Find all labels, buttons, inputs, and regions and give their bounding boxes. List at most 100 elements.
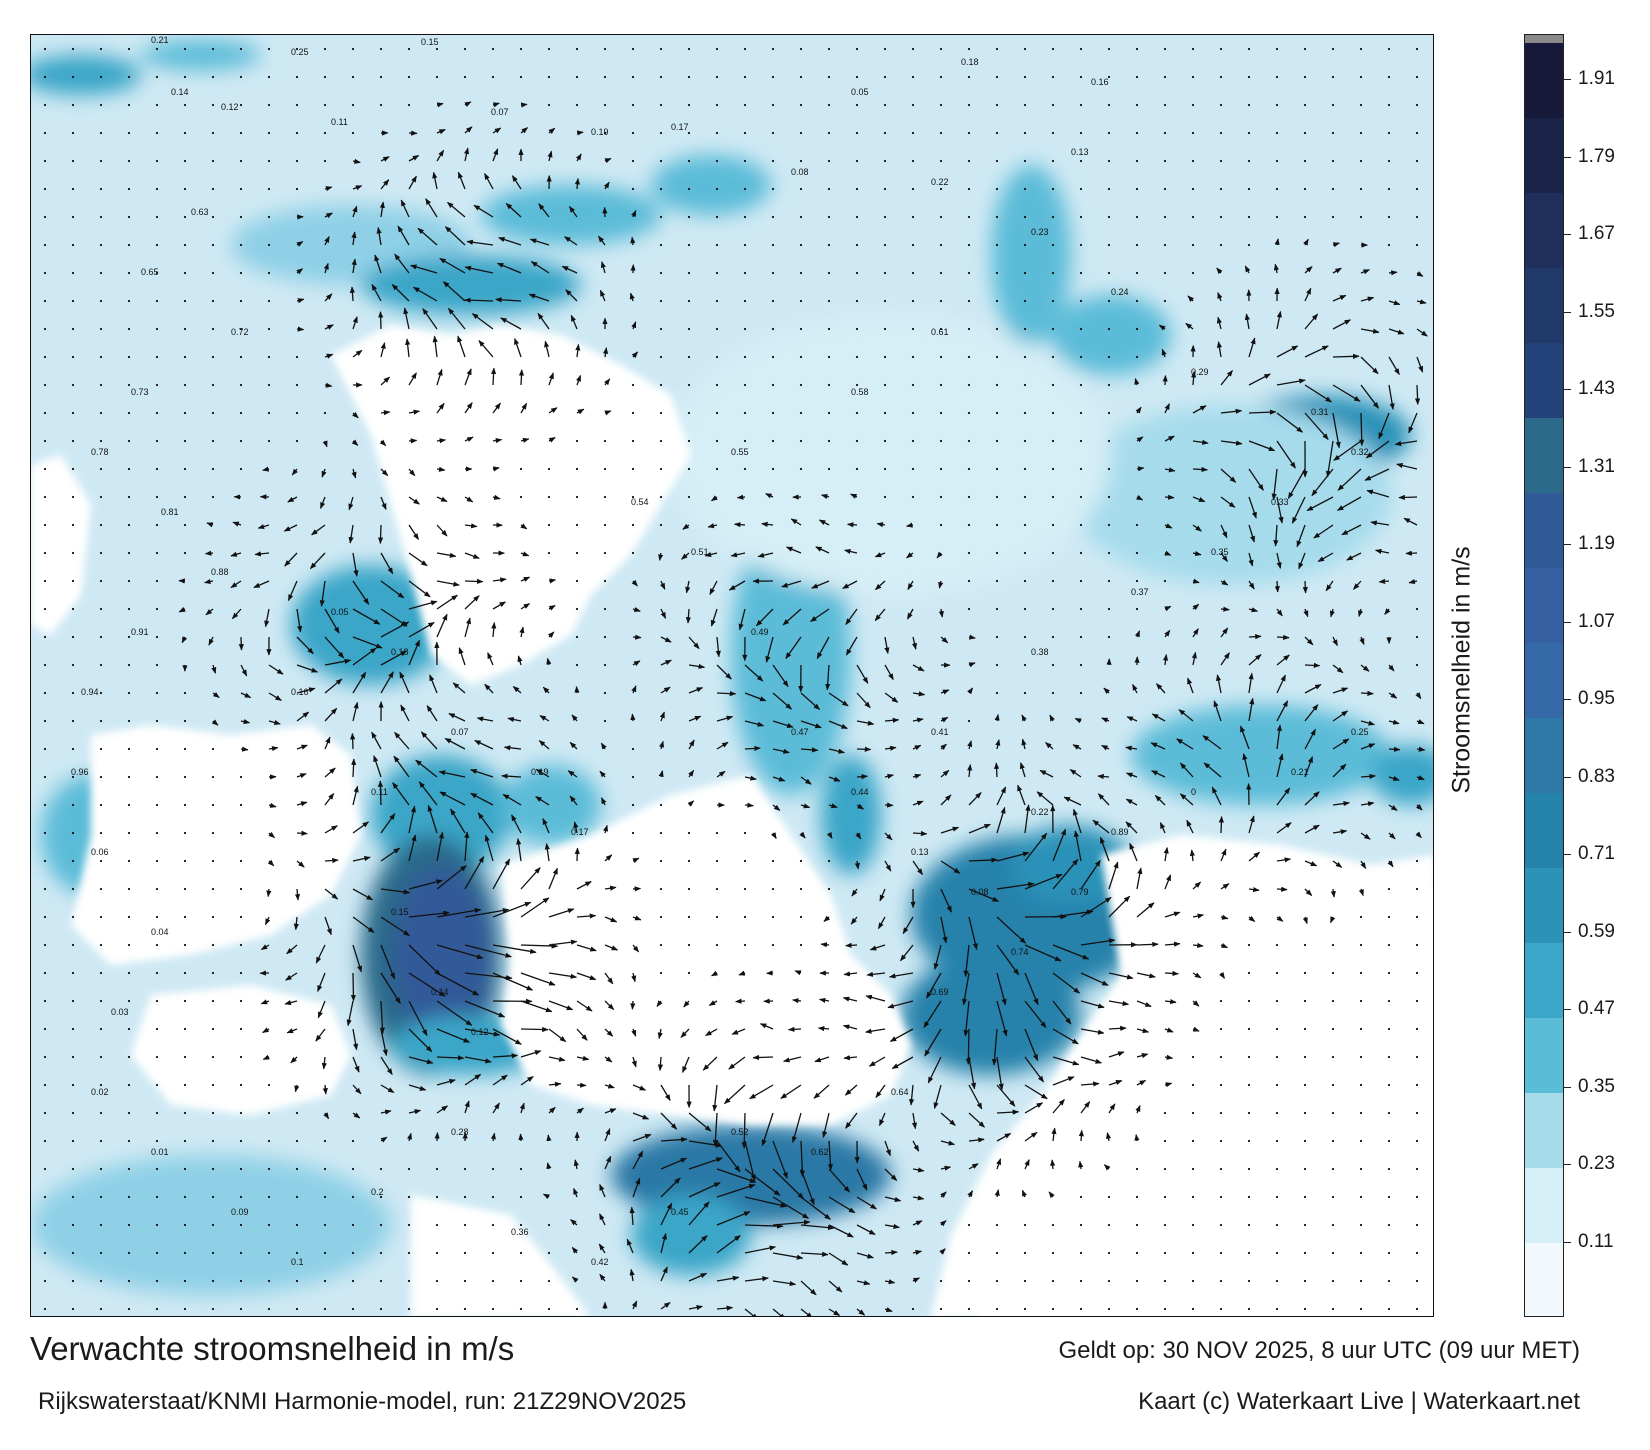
- calm-dot-icon: [995, 523, 999, 527]
- calm-dot-icon: [379, 1307, 383, 1311]
- current-arrow-icon: [380, 1109, 392, 1115]
- calm-dot-icon: [295, 187, 299, 191]
- calm-dot-icon: [99, 1251, 103, 1255]
- calm-dot-icon: [659, 103, 663, 107]
- current-arrow-icon: [940, 1140, 956, 1146]
- current-arrow-icon: [457, 171, 466, 190]
- calm-dot-icon: [183, 75, 187, 79]
- calm-dot-icon: [99, 551, 103, 555]
- calm-dot-icon: [1303, 131, 1307, 135]
- current-arrow-icon: [845, 1112, 858, 1129]
- calm-dot-icon: [1247, 1251, 1251, 1255]
- current-arrow-icon: [962, 972, 970, 1006]
- calm-dot-icon: [631, 495, 635, 499]
- current-arrow-icon: [1164, 1027, 1174, 1033]
- current-arrow-icon: [436, 466, 446, 472]
- current-arrow-icon: [408, 805, 416, 834]
- calm-dot-icon: [1135, 551, 1139, 555]
- colorbar-tick-label: 1.07: [1578, 610, 1615, 632]
- current-arrow-icon: [1336, 496, 1362, 511]
- current-arrow-icon: [1416, 299, 1427, 305]
- current-arrow-icon: [296, 608, 303, 633]
- colorbar-segment: [1525, 1243, 1563, 1316]
- speed-value-label: 0.47: [791, 727, 809, 737]
- calm-dot-icon: [967, 187, 971, 191]
- calm-dot-icon: [183, 859, 187, 863]
- speed-value-label: 0.05: [331, 607, 349, 617]
- current-arrow-icon: [604, 1028, 614, 1037]
- current-arrow-icon: [604, 1128, 611, 1142]
- current-arrow-icon: [1244, 313, 1250, 330]
- calm-dot-icon: [1387, 103, 1391, 107]
- calm-dot-icon: [267, 1251, 271, 1255]
- current-arrow-icon: [1078, 1160, 1084, 1170]
- calm-dot-icon: [687, 915, 691, 919]
- current-arrow-icon: [912, 800, 924, 806]
- calm-dot-icon: [1079, 243, 1083, 247]
- calm-dot-icon: [127, 327, 131, 331]
- calm-dot-icon: [1163, 1195, 1167, 1199]
- calm-dot-icon: [71, 439, 75, 443]
- current-arrow-icon: [520, 576, 531, 582]
- current-arrow-icon: [994, 713, 1000, 722]
- calm-dot-icon: [71, 999, 75, 1003]
- calm-dot-icon: [99, 1027, 103, 1031]
- calm-dot-icon: [799, 859, 803, 863]
- calm-dot-icon: [1135, 579, 1139, 583]
- calm-dot-icon: [1415, 635, 1419, 639]
- current-arrow-icon: [418, 781, 438, 806]
- calm-dot-icon: [855, 103, 859, 107]
- calm-dot-icon: [799, 299, 803, 303]
- calm-dot-icon: [239, 159, 243, 163]
- calm-dot-icon: [267, 1083, 271, 1087]
- current-arrow-icon: [1024, 944, 1062, 962]
- calm-dot-icon: [43, 467, 47, 471]
- calm-dot-icon: [239, 859, 243, 863]
- calm-dot-icon: [463, 1223, 467, 1227]
- current-arrow-icon: [477, 812, 494, 834]
- current-arrow-icon: [940, 716, 949, 723]
- current-arrow-icon: [1387, 860, 1394, 868]
- current-arrow-icon: [1125, 821, 1138, 834]
- current-arrow-icon: [850, 916, 858, 925]
- current-arrow-icon: [828, 1224, 854, 1238]
- current-arrow-icon: [940, 794, 952, 806]
- current-arrow-icon: [520, 1000, 553, 1013]
- calm-dot-icon: [71, 579, 75, 583]
- current-arrow-icon: [436, 831, 444, 862]
- current-arrow-icon: [933, 1084, 942, 1110]
- calm-dot-icon: [43, 1223, 47, 1227]
- current-arrow-icon: [602, 347, 609, 358]
- calm-dot-icon: [1051, 607, 1055, 611]
- current-arrow-icon: [1036, 791, 1054, 806]
- calm-dot-icon: [1107, 523, 1111, 527]
- calm-dot-icon: [1247, 1279, 1251, 1283]
- current-arrow-icon: [1080, 1028, 1105, 1035]
- current-arrow-icon: [1203, 762, 1222, 778]
- current-arrow-icon: [1101, 744, 1110, 751]
- speed-value-label: 0.55: [731, 447, 749, 457]
- current-arrow-icon: [800, 692, 821, 710]
- current-arrow-icon: [1108, 861, 1119, 890]
- colorbar-tick-label: 0.95: [1578, 688, 1615, 709]
- calm-dot-icon: [1247, 243, 1251, 247]
- calm-dot-icon: [939, 271, 943, 275]
- current-arrow-icon: [1134, 1134, 1140, 1142]
- current-arrow-icon: [492, 944, 537, 954]
- calm-dot-icon: [1359, 75, 1363, 79]
- current-arrow-icon: [681, 1056, 690, 1074]
- current-arrow-icon: [1185, 322, 1194, 330]
- current-arrow-icon: [573, 1187, 579, 1198]
- current-arrow-icon: [1069, 768, 1082, 778]
- calm-dot-icon: [1163, 1167, 1167, 1171]
- current-arrow-icon: [464, 147, 470, 162]
- calm-dot-icon: [1191, 103, 1195, 107]
- current-arrow-icon: [1092, 819, 1110, 834]
- current-arrow-icon: [436, 1105, 449, 1114]
- current-arrow-icon: [474, 739, 494, 750]
- calm-dot-icon: [211, 803, 215, 807]
- calm-dot-icon: [99, 47, 103, 51]
- current-arrow-icon: [688, 636, 700, 650]
- colorbar-tick-label: 0.35: [1578, 1075, 1615, 1097]
- current-arrow-icon: [912, 1277, 920, 1283]
